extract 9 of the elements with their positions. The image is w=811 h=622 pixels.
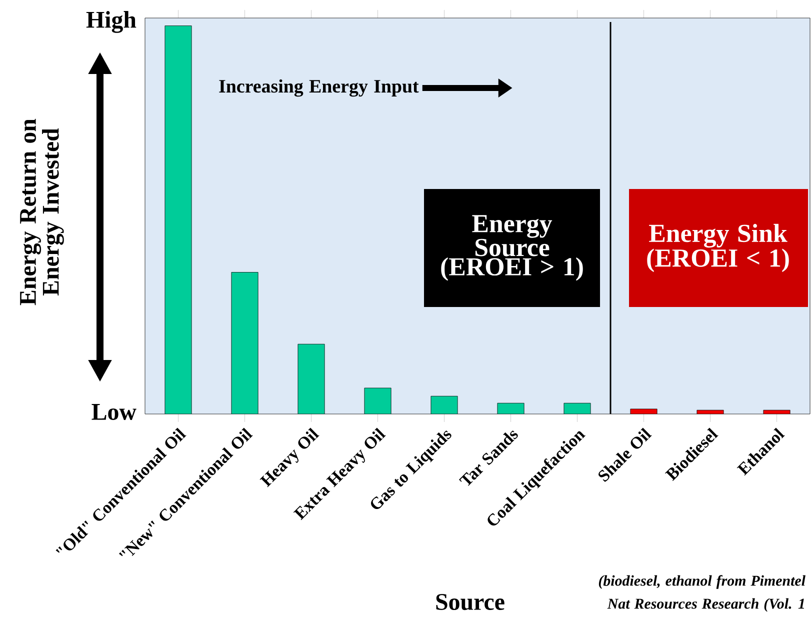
annotation: Energy Sink (EROEI < 1) <box>647 224 789 272</box>
text: Nat Resources Research (Vol. 1 <box>607 598 804 612</box>
annotation: Energy Source (EROEI > 1) <box>441 215 583 281</box>
x-axis-title: Source <box>436 594 504 610</box>
text: (biodiesel, ethanol from Pimentel <box>598 575 806 589</box>
text: High <box>86 11 136 33</box>
text: Low <box>92 404 136 420</box>
annotation: Increasing Energy Input <box>219 79 419 97</box>
y-axis-title: Energy Return on Energy Invested <box>20 118 64 306</box>
